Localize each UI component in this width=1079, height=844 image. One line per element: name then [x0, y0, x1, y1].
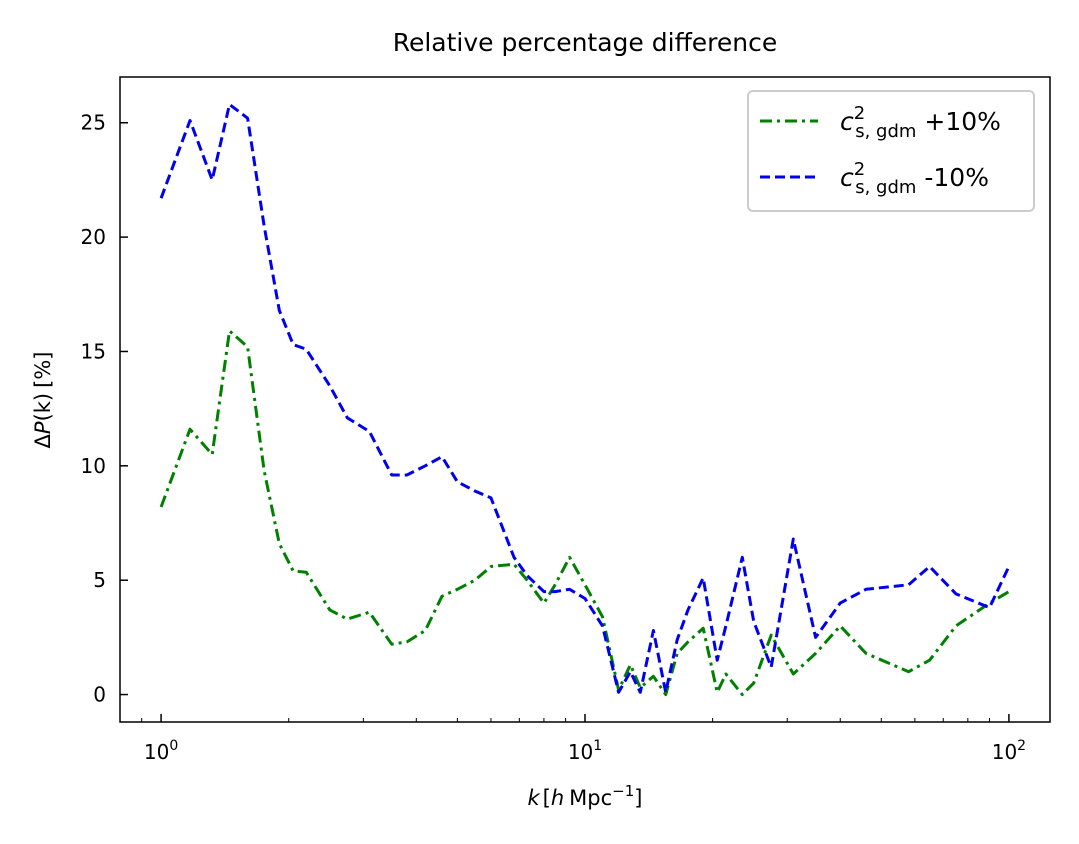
- x-axis-unit-h: h: [551, 786, 564, 810]
- legend-minus-sup: 2: [854, 159, 865, 180]
- x-axis-close-bracket: ]: [634, 786, 642, 810]
- x-axis-label: k [h Mpc−1]: [527, 782, 642, 810]
- y-axis-delta: Δ: [31, 433, 55, 448]
- legend-label-minus: c2 s, gdm -10%: [840, 159, 989, 198]
- plot-area: 0 5 10 15 20 25 100 101 102: [81, 76, 1051, 764]
- series-line-0: [159, 329, 1010, 697]
- legend-plus-suffix: +10%: [916, 107, 1000, 136]
- x-tick-label: 101: [568, 738, 602, 764]
- y-tick-label: 20: [81, 225, 106, 249]
- legend-plus-c: c: [840, 107, 854, 136]
- y-axis-unit: [%]: [31, 352, 55, 388]
- x-axis-open-bracket: [: [543, 786, 551, 810]
- legend-label-plus: c2 s, gdm +10%: [840, 103, 1001, 142]
- legend-entry-minus: c2 s, gdm -10%: [760, 159, 989, 198]
- legend-minus-sub: s, gdm: [855, 177, 916, 198]
- x-tick-label: 100: [144, 738, 178, 764]
- series-layer: [159, 102, 1011, 697]
- legend-entry-plus: c2 s, gdm +10%: [760, 103, 1001, 142]
- x-tick-label: 102: [992, 738, 1026, 764]
- y-axis-label: ΔP(k) [%]: [31, 352, 55, 449]
- x-axis-unit-mpc: Mpc: [569, 786, 612, 810]
- chart-title: Relative percentage difference: [393, 28, 778, 57]
- legend-plus-sup: 2: [854, 103, 865, 124]
- y-tick-label: 5: [93, 568, 106, 592]
- series-line-1: [159, 102, 1011, 694]
- x-axis-var: k: [527, 786, 540, 810]
- y-axis-arg: (k): [31, 393, 55, 422]
- y-tick-label: 0: [93, 683, 106, 707]
- y-tick-label: 10: [81, 454, 106, 478]
- x-axis-ticks: 100 101 102: [141, 714, 1026, 764]
- legend-box: [747, 90, 1035, 212]
- y-axis-var: P: [31, 421, 55, 434]
- y-axis-ticks: 0 5 10 15 20 25: [81, 111, 128, 707]
- legend-minus-suffix: -10%: [916, 163, 989, 192]
- y-tick-label: 15: [81, 339, 106, 363]
- x-axis-unit-exp: −1: [612, 782, 634, 800]
- legend-minus-c: c: [840, 163, 854, 192]
- legend: c2 s, gdm +10% c2 s, gdm -10%: [747, 90, 1035, 212]
- legend-plus-sub: s, gdm: [855, 121, 916, 142]
- y-tick-label: 25: [81, 111, 106, 135]
